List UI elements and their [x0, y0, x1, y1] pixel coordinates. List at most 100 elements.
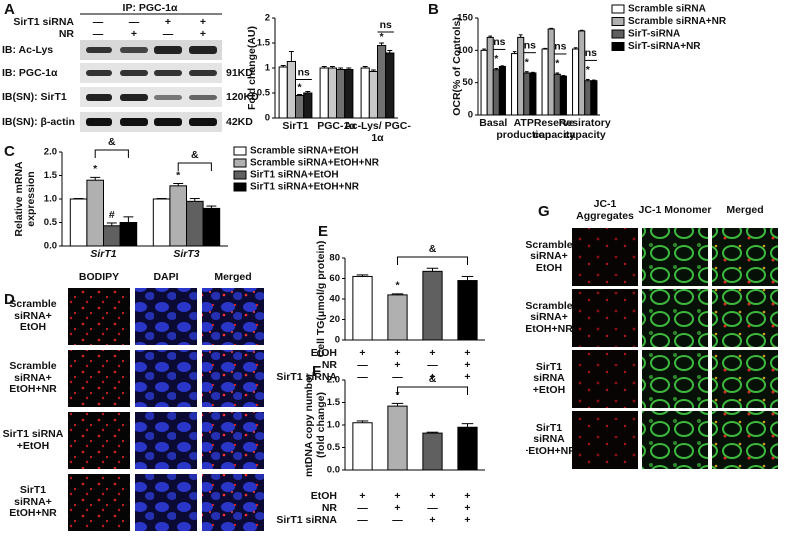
x-tick-label: ATP production — [496, 118, 552, 141]
condition-sign: + — [464, 371, 470, 383]
condition-sign: + — [429, 490, 435, 502]
panel-letter: E — [318, 223, 328, 240]
label-box: DAPI — [153, 271, 178, 283]
legend-swatch — [233, 182, 247, 192]
condition-sign: + — [464, 514, 470, 526]
bar — [303, 92, 313, 119]
condition-sign: + — [165, 16, 171, 28]
micrograph — [135, 412, 197, 469]
label-box: ATP production — [496, 118, 552, 141]
micrograph — [202, 288, 264, 345]
legend-swatch — [233, 158, 247, 168]
blot — [80, 13, 222, 132]
y-tick-label: 60 — [329, 273, 340, 284]
row-label: SirT1 siRNA+ EtOH+NR — [9, 484, 57, 520]
label-box: SirT1 siRNA +EtOH+NR — [526, 422, 572, 457]
label-box: SirT1 siRNA +EtOH — [3, 428, 64, 451]
annotation: ns — [524, 39, 536, 51]
condition-sign: + — [359, 490, 365, 502]
bar — [457, 280, 478, 341]
y-tick-label: 20 — [329, 314, 340, 325]
annotation: * — [494, 53, 499, 65]
bar — [422, 432, 443, 471]
annotation: & — [429, 373, 437, 385]
column-header: BODIPY — [78, 271, 120, 284]
bar — [529, 72, 537, 116]
bar — [103, 225, 121, 247]
bracket — [397, 256, 468, 265]
condition-label: EtOH — [311, 347, 337, 359]
bar — [498, 66, 506, 116]
y-tick-label: 1.5 — [257, 38, 271, 49]
micrograph — [68, 288, 130, 345]
y-tick-label: 40 — [329, 294, 340, 305]
blot-label: IB(SN): SirT1 — [2, 91, 67, 103]
y-tick-label: 1.5 — [327, 397, 341, 408]
condition-sign: — — [357, 371, 368, 383]
blot-label: IB(SN): β-actin — [2, 116, 75, 128]
micrograph — [642, 411, 708, 469]
micrograph — [712, 350, 778, 408]
condition-label: NR — [59, 28, 75, 40]
bar — [152, 198, 171, 247]
bar — [327, 67, 337, 119]
x-tick-label: Basal — [479, 118, 508, 129]
bar — [319, 67, 329, 119]
annotation: ns — [554, 41, 566, 53]
condition-sign: + — [394, 347, 400, 359]
y-tick-label: 2.0 — [44, 147, 57, 158]
label-box: BODIPY — [78, 271, 120, 284]
micrograph — [642, 228, 708, 286]
legend-swatch — [233, 170, 247, 180]
annotation: & — [108, 136, 116, 148]
legend-label: SirT-siRNA — [628, 29, 680, 40]
x-tick-label: SirT1 — [90, 249, 117, 260]
x-tick-label: SirT1 — [282, 121, 309, 132]
condition-label: NR — [322, 502, 338, 514]
bar — [387, 294, 408, 341]
condition-sign: + — [464, 490, 470, 502]
x-tick-label: PGC-1α — [317, 121, 356, 132]
bar — [186, 200, 204, 247]
condition-sign: — — [357, 514, 368, 526]
y-tick-label: 0.5 — [257, 88, 271, 99]
y-tick-label: 2 — [265, 13, 270, 24]
legend-label: SirT-siRNA+NR — [628, 41, 701, 52]
annotation: * — [586, 64, 591, 76]
y-tick-label: 50 — [462, 77, 473, 88]
condition-label: EtOH — [311, 490, 337, 502]
micrograph — [572, 411, 638, 469]
condition-sign: — — [163, 28, 174, 40]
bar — [523, 72, 531, 116]
blot-size: 91KD — [226, 67, 253, 79]
x-tick-label: Ac-Lys/ PGC-1α — [344, 121, 411, 144]
legend-swatch — [233, 146, 247, 156]
label-box: Scramble siRNA+ EtOH+NR — [9, 360, 57, 395]
y-axis-label: Relative mRNA expression — [13, 161, 37, 237]
label-box: Scramble siRNA+ EtOH — [526, 239, 572, 274]
condition-sign: + — [464, 502, 470, 514]
condition-sign: + — [131, 28, 137, 40]
condition-sign: — — [427, 359, 438, 371]
row-label: Scramble siRNA+ EtOH+NR — [526, 299, 572, 335]
blot-label: IB: Ac-Lys — [2, 44, 53, 56]
bar — [422, 270, 443, 341]
micrograph — [642, 350, 708, 408]
annotation: * — [555, 58, 560, 70]
y-tick-label: 0.0 — [327, 465, 340, 476]
micrograph — [135, 474, 197, 531]
condition-sign: — — [357, 359, 368, 371]
condition-sign: + — [200, 28, 206, 40]
panel-letter: G — [538, 203, 550, 220]
condition-sign: + — [394, 490, 400, 502]
annotation: * — [176, 169, 181, 181]
annotation: * — [93, 163, 98, 175]
micrograph — [68, 412, 130, 469]
micrograph — [202, 412, 264, 469]
y-tick-label: 0.5 — [44, 217, 58, 228]
legend-label: Scramble siRNA — [628, 4, 706, 15]
legend-label: SirT1 siRNA+EtOH+NR — [250, 182, 360, 193]
legend-label: Scramble siRNA+EtOH+NR — [250, 158, 380, 169]
condition-sign: — — [93, 28, 104, 40]
panel-letter: B — [428, 1, 439, 18]
